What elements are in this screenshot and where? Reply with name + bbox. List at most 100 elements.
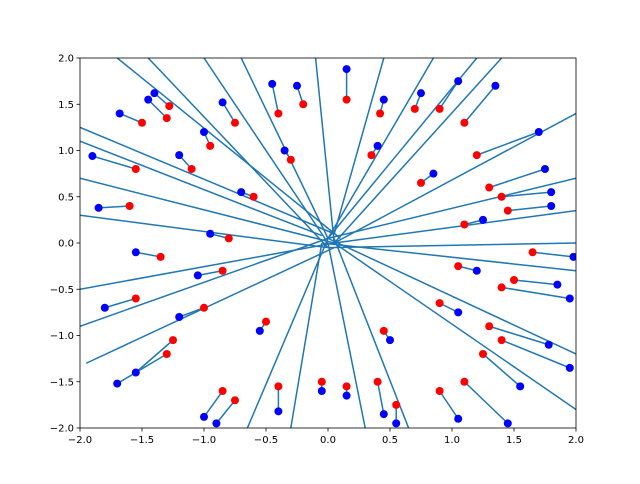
blue-point-46: [429, 169, 438, 178]
segment-19: [501, 339, 571, 369]
segment-22: [513, 279, 558, 286]
segment-25: [501, 191, 552, 198]
center-line-17: [334, 209, 576, 244]
x-tick-label-7: 1.5: [506, 435, 522, 446]
segment-2: [119, 112, 143, 124]
center-line-19: [333, 58, 503, 244]
red-point-1: [162, 114, 171, 123]
y-tick-label-8: 2.0: [58, 54, 74, 65]
center-line-22: [314, 58, 335, 244]
blue-point-44: [472, 266, 481, 275]
red-point-41: [262, 317, 270, 326]
blue-point-27: [534, 128, 543, 136]
segment-39: [197, 270, 223, 277]
red-point-24: [503, 206, 512, 215]
blue-point-9: [200, 412, 208, 421]
red-point-21: [497, 283, 506, 292]
segment-24: [507, 205, 552, 212]
red-point-48: [286, 155, 295, 164]
red-point-30: [410, 104, 419, 113]
segment-40: [178, 307, 205, 318]
red-point-27: [472, 151, 481, 160]
segment-9: [203, 390, 224, 418]
center-line-9: [246, 238, 329, 428]
segment-29: [438, 80, 459, 110]
blue-point-8: [131, 368, 140, 377]
segment-10: [215, 399, 236, 424]
red-point-0: [165, 102, 174, 111]
segment-17: [463, 381, 509, 424]
x-tick-label-5: 0.5: [382, 435, 398, 446]
center-line-10: [290, 242, 323, 428]
red-point-20: [485, 322, 494, 331]
x-tick-label-4: 0.0: [320, 435, 336, 446]
blue-point-47: [373, 141, 382, 150]
center-line-5: [80, 214, 329, 249]
blue-point-19: [565, 363, 574, 372]
segment-4: [98, 205, 130, 209]
y-tick-label-3: −0.5: [50, 285, 74, 296]
blue-point-7: [113, 379, 122, 388]
center-line-1: [116, 58, 341, 239]
blue-point-42: [386, 336, 394, 345]
blue-point-40: [175, 313, 184, 321]
y-tick-label-6: 1.0: [58, 146, 74, 157]
blue-point-1: [144, 95, 153, 104]
y-tick-label-2: −1.0: [50, 331, 74, 342]
center-line-7: [80, 237, 329, 327]
red-point-12: [317, 377, 326, 386]
blue-point-3: [88, 152, 97, 161]
blue-point-12: [317, 387, 326, 395]
blue-point-32: [342, 65, 351, 74]
x-axis: −2.0 −1.5 −1.0 −0.5 0.0 0.5 1.0 1.5 2.0: [68, 428, 584, 446]
center-line-11: [327, 242, 366, 428]
blue-point-28: [491, 81, 500, 90]
x-tick-label-3: −0.5: [254, 435, 278, 446]
blue-point-13: [342, 391, 351, 400]
red-point-6: [131, 294, 140, 303]
red-point-25: [497, 192, 506, 201]
red-point-36: [206, 141, 215, 150]
blue-point-43: [454, 308, 463, 317]
segment-27: [476, 131, 540, 156]
blue-point-22: [553, 280, 562, 289]
red-point-4: [125, 202, 134, 210]
segment-14: [376, 381, 385, 415]
blue-point-39: [193, 271, 202, 280]
red-point-28: [460, 118, 469, 127]
segment-1: [147, 99, 168, 119]
blue-point-35: [218, 98, 227, 107]
blue-point-16: [454, 414, 463, 423]
red-point-16: [435, 387, 444, 395]
segment-26: [488, 168, 546, 189]
blue-point-20: [544, 340, 553, 349]
red-point-47: [367, 151, 376, 160]
red-point-22: [510, 276, 518, 284]
blue-point-21: [565, 294, 574, 303]
red-point-13: [342, 382, 351, 391]
center-line-2: [80, 126, 335, 235]
center-line-12: [333, 238, 410, 428]
blue-point-31: [379, 95, 388, 104]
blue-point-26: [541, 165, 549, 173]
blue-point-0: [150, 89, 159, 98]
blue-point-4: [94, 203, 103, 212]
blue-point-41: [255, 326, 264, 335]
y-tick-label-4: 0.0: [58, 239, 74, 250]
red-point-15: [392, 400, 401, 409]
red-point-19: [497, 336, 506, 345]
blue-point-30: [417, 89, 425, 98]
blue-point-17: [503, 419, 512, 428]
blue-point-6: [100, 303, 109, 312]
y-axis: −2.0 −1.5 −1.0 −0.5 0.0 0.5 1.0 1.5 2.0: [50, 54, 80, 435]
red-point-18: [479, 350, 487, 358]
y-tick-label-7: 1.5: [58, 100, 74, 111]
x-tick-label-1: −1.5: [130, 435, 154, 446]
red-point-43: [435, 299, 444, 308]
red-point-17: [460, 377, 469, 386]
blue-point-23: [569, 252, 576, 261]
blue-point-37: [175, 151, 184, 160]
red-point-40: [200, 303, 208, 312]
blue-point-24: [547, 202, 556, 210]
red-point-2: [138, 118, 146, 127]
